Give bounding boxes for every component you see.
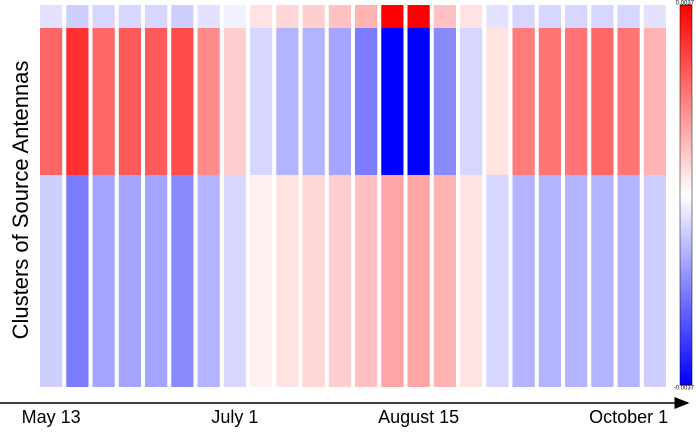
heatmap-cell — [512, 5, 535, 28]
heatmap-cell — [92, 28, 115, 175]
heatmap-cell — [66, 175, 89, 387]
heatmap-cell — [565, 5, 588, 28]
heatmap-cell — [250, 5, 273, 28]
heatmap-cell — [381, 5, 404, 28]
heatmap-cell — [328, 5, 351, 28]
heatmap-cell — [565, 175, 588, 387]
heatmap-cell — [407, 28, 430, 175]
heatmap-cell — [355, 5, 378, 28]
heatmap-cell — [617, 175, 640, 387]
heatmap-cell — [617, 28, 640, 175]
heatmap-cell — [643, 175, 666, 387]
heatmap-cell — [512, 28, 535, 175]
heatmap-cell — [276, 28, 299, 175]
y-axis-label: Clusters of Source Antennas — [8, 61, 33, 340]
heatmap-cell — [118, 28, 141, 175]
heatmap-cell — [591, 5, 614, 28]
heatmap-cell — [197, 175, 220, 387]
heatmap-cell — [407, 5, 430, 28]
heatmap-cell — [565, 28, 588, 175]
heatmap-cell — [302, 175, 325, 387]
heatmap-cell — [538, 28, 561, 175]
heatmap-cell — [66, 28, 89, 175]
heatmap-cell — [250, 28, 273, 175]
colorbar-tick-label: -0.0037 — [674, 386, 695, 392]
heatmap-cell — [145, 175, 168, 387]
heatmap-cell — [355, 175, 378, 387]
heatmap-cell — [250, 175, 273, 387]
heatmap-cell — [92, 5, 115, 28]
heatmap-cell — [381, 175, 404, 387]
heatmap-cell — [145, 28, 168, 175]
heatmap-cell — [118, 175, 141, 387]
heatmap-cell — [460, 28, 483, 175]
heatmap-cell — [328, 28, 351, 175]
heatmap-cell — [66, 5, 89, 28]
heatmap-cell — [486, 5, 509, 28]
heatmap-cell — [197, 5, 220, 28]
heatmap-cell — [223, 28, 246, 175]
x-tick-label: August 15 — [378, 407, 459, 427]
heatmap-cell — [433, 175, 456, 387]
heatmap-cell — [433, 28, 456, 175]
colorbar — [679, 4, 693, 386]
heatmap-cell — [643, 5, 666, 28]
colorbar-tick-label: 0.0037 — [676, 1, 695, 7]
heatmap-cell — [486, 28, 509, 175]
heatmap-cell — [433, 5, 456, 28]
heatmap-cell — [302, 28, 325, 175]
heatmap-cell — [276, 5, 299, 28]
heatmap-cell — [328, 175, 351, 387]
heatmap-cell — [460, 5, 483, 28]
heatmap-cell — [223, 175, 246, 387]
heatmap-cell — [276, 175, 299, 387]
heatmap-cell — [643, 28, 666, 175]
heatmap-cell — [40, 5, 63, 28]
heatmap-cell — [591, 28, 614, 175]
heatmap-cell — [538, 175, 561, 387]
heatmap-cell — [381, 28, 404, 175]
heatmap-cell — [486, 175, 509, 387]
heatmap-cell — [407, 175, 430, 387]
heatmap-cell — [591, 175, 614, 387]
heatmap-cell — [617, 5, 640, 28]
heatmap-cell — [92, 175, 115, 387]
heatmap-cell — [302, 5, 325, 28]
heatmap-cell — [460, 175, 483, 387]
heatmap-cell — [40, 175, 63, 387]
heatmap-cell — [118, 5, 141, 28]
heatmap-cell — [171, 28, 194, 175]
heatmap-cell — [197, 28, 220, 175]
heatmap-cell — [538, 5, 561, 28]
heatmap-cell — [40, 28, 63, 175]
x-tick-label: July 1 — [211, 407, 258, 427]
heatmap-cell — [355, 28, 378, 175]
x-tick-label: May 13 — [22, 407, 81, 427]
heatmap-cell — [171, 175, 194, 387]
heatmap-cell — [145, 5, 168, 28]
heatmap-cell — [512, 175, 535, 387]
heatmap-cell — [171, 5, 194, 28]
heatmap-cell — [223, 5, 246, 28]
x-tick-label: October 1 — [589, 407, 668, 427]
